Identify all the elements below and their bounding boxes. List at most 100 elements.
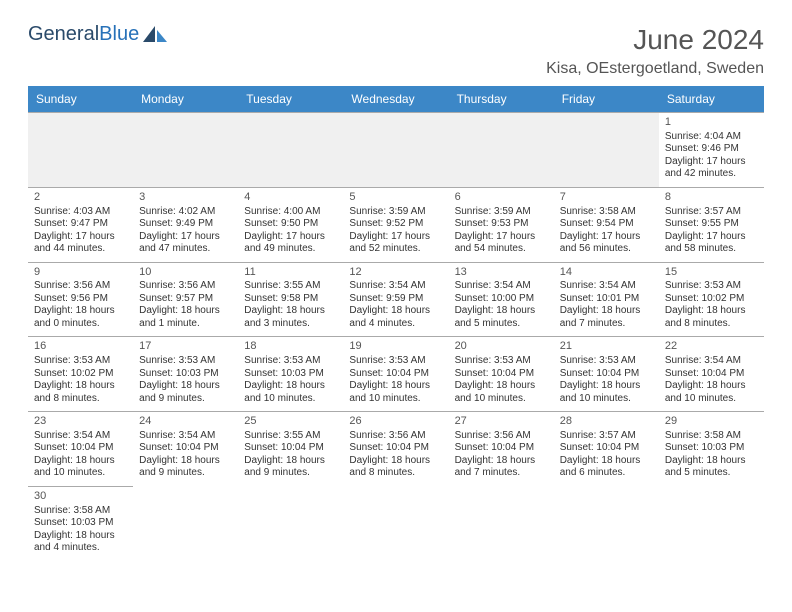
day-info-line: and 47 minutes. <box>139 243 232 256</box>
day-info-line: Sunset: 9:50 PM <box>244 218 337 231</box>
calendar-table: SundayMondayTuesdayWednesdayThursdayFrid… <box>28 86 764 561</box>
day-info-line: Daylight: 18 hours <box>560 455 653 468</box>
day-info-line: Sunset: 9:46 PM <box>665 143 758 156</box>
calendar-day-cell: 20Sunrise: 3:53 AMSunset: 10:04 PMDaylig… <box>449 337 554 412</box>
day-info-line: Sunrise: 3:54 AM <box>139 430 232 443</box>
weekday-header: Friday <box>554 86 659 113</box>
day-info-line: and 58 minutes. <box>665 243 758 256</box>
day-info-line: Sunrise: 4:02 AM <box>139 206 232 219</box>
day-info-line: Daylight: 18 hours <box>349 455 442 468</box>
day-number: 12 <box>349 266 442 280</box>
day-info-line: and 10 minutes. <box>455 393 548 406</box>
day-number: 10 <box>139 266 232 280</box>
day-number: 22 <box>665 340 758 354</box>
day-info-line: Sunrise: 3:55 AM <box>244 430 337 443</box>
day-info-line: Sunset: 9:47 PM <box>34 218 127 231</box>
day-info-line: Sunrise: 3:54 AM <box>665 355 758 368</box>
day-info-line: Sunrise: 3:54 AM <box>349 280 442 293</box>
day-info-line: Sunrise: 3:56 AM <box>34 280 127 293</box>
day-info-line: and 6 minutes. <box>560 467 653 480</box>
day-info-line: and 8 minutes. <box>349 467 442 480</box>
day-info-line: Sunset: 9:55 PM <box>665 218 758 231</box>
day-info-line: Sunset: 9:52 PM <box>349 218 442 231</box>
day-info-line: Sunset: 10:03 PM <box>665 442 758 455</box>
day-info-line: and 3 minutes. <box>244 318 337 331</box>
day-info-line: Sunrise: 3:56 AM <box>139 280 232 293</box>
calendar-day-cell: 13Sunrise: 3:54 AMSunset: 10:00 PMDaylig… <box>449 262 554 337</box>
day-info-line: Daylight: 18 hours <box>665 305 758 318</box>
calendar-day-cell <box>659 486 764 560</box>
calendar-day-cell <box>133 113 238 188</box>
day-info-line: Daylight: 18 hours <box>244 380 337 393</box>
calendar-day-cell: 21Sunrise: 3:53 AMSunset: 10:04 PMDaylig… <box>554 337 659 412</box>
calendar-day-cell: 22Sunrise: 3:54 AMSunset: 10:04 PMDaylig… <box>659 337 764 412</box>
calendar-day-cell: 2Sunrise: 4:03 AMSunset: 9:47 PMDaylight… <box>28 187 133 262</box>
day-number: 29 <box>665 415 758 429</box>
day-info-line: and 52 minutes. <box>349 243 442 256</box>
day-info-line: and 10 minutes. <box>560 393 653 406</box>
day-info-line: and 54 minutes. <box>455 243 548 256</box>
day-number: 21 <box>560 340 653 354</box>
weekday-header-row: SundayMondayTuesdayWednesdayThursdayFrid… <box>28 86 764 113</box>
day-info-line: Daylight: 18 hours <box>244 455 337 468</box>
day-number: 11 <box>244 266 337 280</box>
day-info-line: Sunrise: 3:53 AM <box>34 355 127 368</box>
day-info-line: Sunset: 9:53 PM <box>455 218 548 231</box>
header: GeneralBlue June 2024 Kisa, OEstergoetla… <box>28 24 764 78</box>
calendar-day-cell <box>554 486 659 560</box>
calendar-day-cell: 27Sunrise: 3:56 AMSunset: 10:04 PMDaylig… <box>449 412 554 487</box>
day-info-line: Daylight: 17 hours <box>139 231 232 244</box>
title-block: June 2024 Kisa, OEstergoetland, Sweden <box>546 24 764 78</box>
day-info-line: and 9 minutes. <box>244 467 337 480</box>
day-info-line: Sunset: 10:04 PM <box>349 442 442 455</box>
calendar-week-row: 23Sunrise: 3:54 AMSunset: 10:04 PMDaylig… <box>28 412 764 487</box>
calendar-day-cell: 16Sunrise: 3:53 AMSunset: 10:02 PMDaylig… <box>28 337 133 412</box>
day-info-line: Daylight: 18 hours <box>349 380 442 393</box>
day-info-line: Daylight: 18 hours <box>34 305 127 318</box>
day-info-line: and 4 minutes. <box>34 542 127 555</box>
day-info-line: and 42 minutes. <box>665 168 758 181</box>
day-info-line: Daylight: 18 hours <box>665 380 758 393</box>
day-info-line: Daylight: 18 hours <box>139 305 232 318</box>
calendar-day-cell: 4Sunrise: 4:00 AMSunset: 9:50 PMDaylight… <box>238 187 343 262</box>
day-info-line: Sunset: 9:57 PM <box>139 293 232 306</box>
calendar-day-cell <box>343 113 448 188</box>
day-number: 5 <box>349 191 442 205</box>
weekday-header: Sunday <box>28 86 133 113</box>
calendar-week-row: 1Sunrise: 4:04 AMSunset: 9:46 PMDaylight… <box>28 113 764 188</box>
day-info-line: Daylight: 18 hours <box>34 380 127 393</box>
calendar-day-cell: 18Sunrise: 3:53 AMSunset: 10:03 PMDaylig… <box>238 337 343 412</box>
weekday-header: Saturday <box>659 86 764 113</box>
day-info-line: and 8 minutes. <box>34 393 127 406</box>
day-info-line: Sunrise: 3:58 AM <box>560 206 653 219</box>
logo: GeneralBlue <box>28 24 169 44</box>
day-info-line: and 1 minute. <box>139 318 232 331</box>
day-info-line: Sunrise: 3:53 AM <box>560 355 653 368</box>
day-info-line: Sunset: 10:04 PM <box>455 368 548 381</box>
day-info-line: Daylight: 18 hours <box>34 530 127 543</box>
day-info-line: Daylight: 18 hours <box>34 455 127 468</box>
month-title: June 2024 <box>546 24 764 56</box>
day-info-line: Sunset: 10:04 PM <box>244 442 337 455</box>
day-info-line: Sunrise: 3:54 AM <box>34 430 127 443</box>
day-number: 30 <box>34 490 127 504</box>
day-number: 1 <box>665 116 758 130</box>
calendar-day-cell: 9Sunrise: 3:56 AMSunset: 9:56 PMDaylight… <box>28 262 133 337</box>
day-info-line: Sunrise: 3:59 AM <box>349 206 442 219</box>
day-info-line: Sunset: 10:01 PM <box>560 293 653 306</box>
calendar-day-cell: 6Sunrise: 3:59 AMSunset: 9:53 PMDaylight… <box>449 187 554 262</box>
calendar-day-cell: 3Sunrise: 4:02 AMSunset: 9:49 PMDaylight… <box>133 187 238 262</box>
day-info-line: Daylight: 18 hours <box>244 305 337 318</box>
calendar-day-cell <box>133 486 238 560</box>
calendar-day-cell: 29Sunrise: 3:58 AMSunset: 10:03 PMDaylig… <box>659 412 764 487</box>
day-info-line: Daylight: 18 hours <box>560 305 653 318</box>
day-info-line: Daylight: 17 hours <box>34 231 127 244</box>
day-info-line: Sunset: 10:03 PM <box>244 368 337 381</box>
day-info-line: Sunrise: 4:03 AM <box>34 206 127 219</box>
day-info-line: and 7 minutes. <box>455 467 548 480</box>
day-info-line: and 0 minutes. <box>34 318 127 331</box>
day-number: 18 <box>244 340 337 354</box>
day-info-line: Sunset: 10:04 PM <box>455 442 548 455</box>
day-info-line: Daylight: 17 hours <box>244 231 337 244</box>
day-info-line: Daylight: 18 hours <box>455 455 548 468</box>
